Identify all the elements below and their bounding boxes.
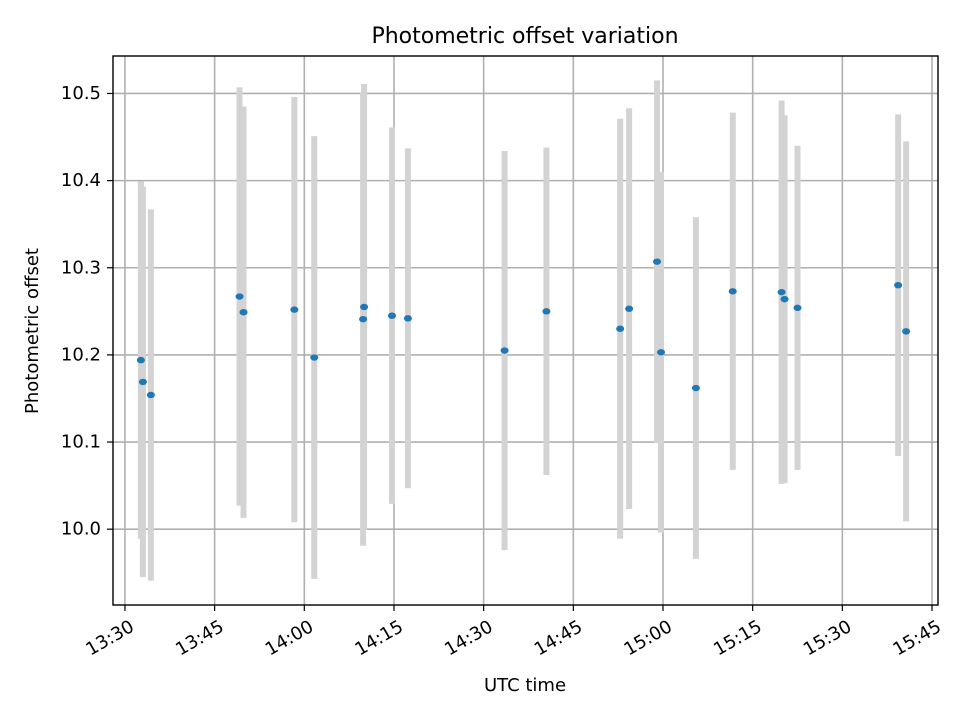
data-point <box>616 325 625 332</box>
data-point <box>625 305 634 312</box>
data-point <box>239 309 248 316</box>
data-point <box>780 295 789 303</box>
y-tick-label: 10.5 <box>61 83 101 104</box>
data-point <box>360 303 369 311</box>
x-tick-label: 15:00 <box>620 616 675 660</box>
plot-frame <box>112 55 939 606</box>
x-tick-label: 14:00 <box>262 616 317 660</box>
x-tick-label: 14:45 <box>531 616 586 660</box>
data-point <box>387 312 396 319</box>
data-point <box>359 315 368 323</box>
data-point <box>403 315 412 322</box>
data-point <box>542 308 551 315</box>
y-tick-label: 10.0 <box>61 519 101 540</box>
x-tick-label: 15:45 <box>889 616 944 660</box>
data-point <box>235 293 244 300</box>
x-tick-label: 14:30 <box>441 616 496 660</box>
y-tick-label: 10.4 <box>61 170 101 191</box>
data-point <box>290 306 299 313</box>
x-tick-label: 15:15 <box>710 616 765 660</box>
data-point <box>138 378 147 386</box>
x-tick-label: 14:15 <box>351 616 406 660</box>
y-tick-label: 10.3 <box>61 257 101 278</box>
data-point <box>653 258 662 265</box>
data-point <box>691 384 700 392</box>
data-point <box>793 304 802 312</box>
x-tick-label: 15:30 <box>800 616 855 660</box>
data-point <box>894 281 903 289</box>
data-point <box>500 347 509 354</box>
y-tick-label: 10.1 <box>61 432 101 453</box>
errorbar-layer <box>137 80 910 581</box>
data-point <box>146 391 155 399</box>
x-axis-ticks: 13:30 13:45 14:00 14:15 14:30 14:45 15:00 15:15… <box>82 605 945 660</box>
data-point <box>902 328 911 335</box>
x-axis-label: UTC time <box>484 675 566 696</box>
chart-title: Photometric offset variation <box>371 24 678 49</box>
data-point <box>657 349 666 356</box>
data-point <box>136 356 145 364</box>
data-point <box>728 288 737 295</box>
x-tick-label: 13:30 <box>82 616 137 660</box>
data-point <box>310 354 319 361</box>
data-point <box>777 288 786 296</box>
y-axis-ticks: 10.0 10.1 10.2 10.3 10.4 10.5 <box>61 83 113 540</box>
x-tick-label: 13:45 <box>172 616 227 660</box>
y-tick-label: 10.2 <box>61 344 101 365</box>
y-axis-label: Photometric offset <box>22 248 43 414</box>
marker-layer <box>136 258 911 399</box>
